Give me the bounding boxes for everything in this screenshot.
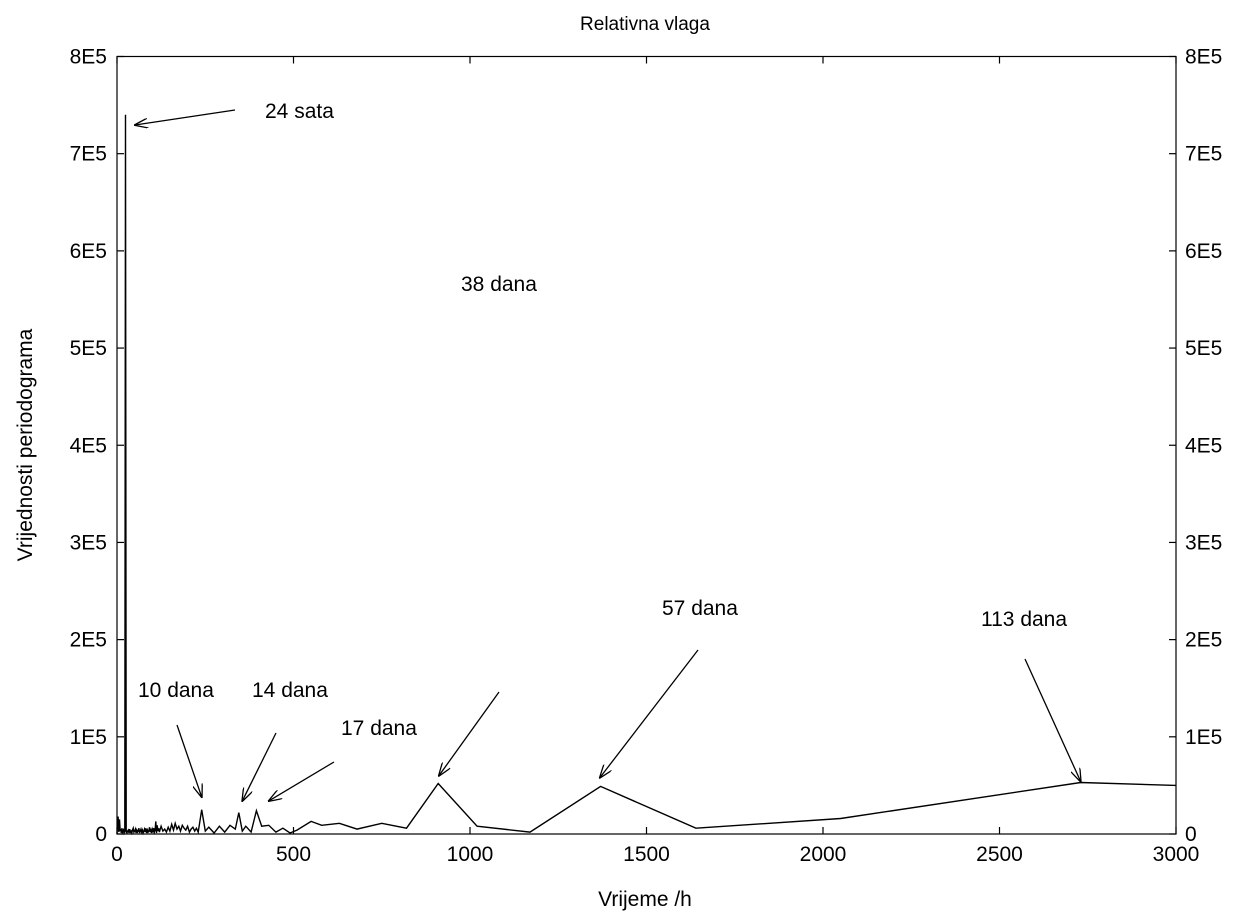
y-axis-right: 0 1E5 2E5 3E5 4E5 5E5 6E5 7E5 8E5 (1169, 46, 1222, 846)
x-tick-label: 500 (276, 843, 311, 866)
y-tick-label-right: 4E5 (1185, 434, 1222, 457)
y-tick-label: 8E5 (70, 46, 107, 69)
y-axis-left: 0 1E5 2E5 3E5 4E5 5E5 6E5 7E5 8E5 (70, 46, 124, 846)
y-tick-label-right: 7E5 (1185, 143, 1222, 166)
annotation-label: 38 dana (461, 273, 537, 296)
y-axis-title: Vrijednosti periodograma (14, 328, 37, 561)
annotation-label: 113 dana (981, 608, 1067, 631)
annotation-label: 17 dana (341, 717, 417, 740)
annotation-label: 24 sata (265, 100, 334, 123)
annotation-arrow (135, 109, 236, 125)
y-tick-label: 6E5 (70, 240, 107, 263)
annotation-label: 57 dana (662, 597, 738, 620)
x-tick-label: 1500 (623, 843, 670, 866)
x-tick-label: 2000 (800, 843, 847, 866)
y-tick-label: 5E5 (70, 337, 107, 360)
annotation-layer: 24 sata 10 dana 14 dana 17 dana 38 dana 57 da… (135, 100, 1081, 801)
y-tick-label-right: 8E5 (1185, 46, 1222, 69)
y-tick-label: 3E5 (70, 531, 107, 554)
x-axis: 0 500 1000 1500 2000 2500 3000 (111, 56, 1200, 866)
y-tick-label-right: 3E5 (1185, 531, 1222, 554)
y-tick-label-right: 1E5 (1185, 726, 1222, 749)
y-tick-label: 7E5 (70, 143, 107, 166)
y-tick-label: 4E5 (70, 434, 107, 457)
x-tick-label: 1000 (447, 843, 494, 866)
annotation-label: 14 dana (252, 679, 328, 702)
annotation-arrow (600, 649, 699, 778)
series-line (116, 114, 1177, 836)
x-tick-label: 3000 (1153, 843, 1200, 866)
annotation-arrow (176, 724, 202, 797)
x-tick-label: 0 (111, 843, 123, 866)
y-tick-label-right: 2E5 (1185, 629, 1222, 652)
y-tick-label: 1E5 (70, 726, 107, 749)
x-tick-label: 2500 (976, 843, 1023, 866)
annotation-arrow (439, 691, 500, 776)
y-tick-label: 2E5 (70, 629, 107, 652)
annotation-arrow (242, 732, 277, 801)
chart-title: Relativna vlaga (580, 14, 710, 35)
y-tick-label-right: 5E5 (1185, 337, 1222, 360)
y-tick-label-right: 0 (1185, 823, 1197, 846)
y-tick-label: 0 (95, 823, 107, 846)
annotation-arrow (269, 761, 335, 801)
series-layer (116, 114, 1177, 836)
y-tick-label-right: 6E5 (1185, 240, 1222, 263)
annotation-arrow (1024, 658, 1081, 782)
annotation-label: 10 dana (138, 679, 214, 702)
x-axis-title: Vrijeme /h (598, 888, 692, 911)
